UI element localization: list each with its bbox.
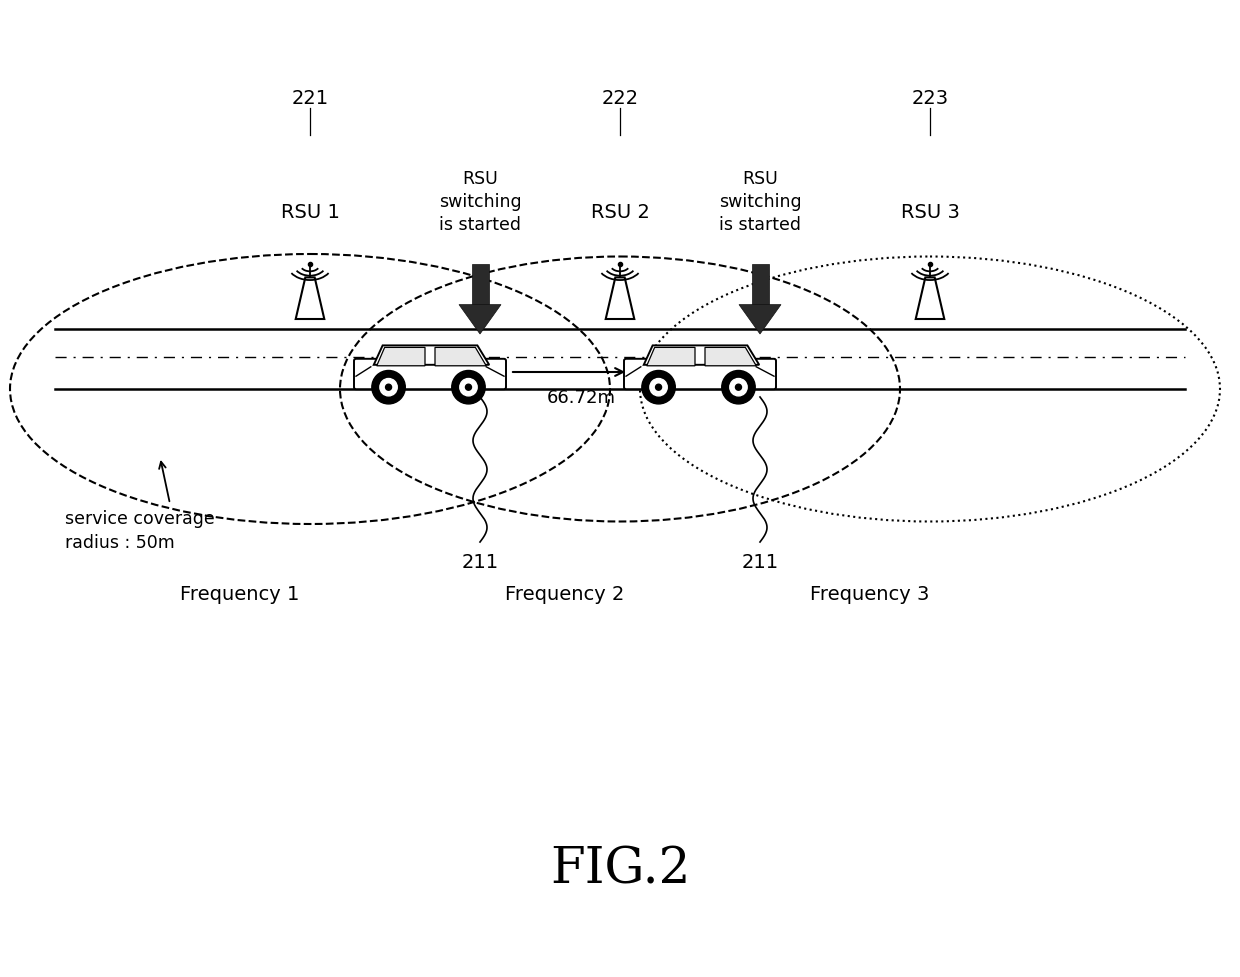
Text: service coverage
radius : 50m: service coverage radius : 50m [64,509,215,551]
Circle shape [722,371,755,404]
Text: 221: 221 [291,89,329,107]
Polygon shape [739,305,781,335]
Text: 223: 223 [911,89,949,107]
Polygon shape [373,346,490,365]
Polygon shape [459,305,501,335]
Text: RSU 3: RSU 3 [900,203,960,222]
Polygon shape [644,346,759,365]
Text: FIG.2: FIG.2 [549,844,691,894]
Circle shape [465,385,471,391]
Text: 211: 211 [742,552,779,572]
Polygon shape [377,348,425,366]
Text: RSU
switching
is started: RSU switching is started [439,170,521,234]
Circle shape [730,379,748,397]
Text: 66.72m: 66.72m [547,389,615,406]
Text: RSU 2: RSU 2 [590,203,650,222]
Polygon shape [295,278,325,319]
Polygon shape [915,278,945,319]
Polygon shape [471,265,489,305]
Circle shape [735,385,742,391]
Polygon shape [605,278,635,319]
Polygon shape [435,348,486,366]
Polygon shape [647,348,694,366]
Circle shape [379,379,397,397]
Circle shape [650,379,667,397]
Text: Frequency 3: Frequency 3 [810,584,930,604]
Circle shape [642,371,676,404]
Circle shape [656,385,662,391]
Text: RSU
switching
is started: RSU switching is started [719,170,801,234]
Polygon shape [751,265,769,305]
Text: Frequency 2: Frequency 2 [506,584,625,604]
FancyBboxPatch shape [624,360,776,390]
Circle shape [460,379,477,397]
FancyBboxPatch shape [353,360,506,390]
Text: Frequency 1: Frequency 1 [180,584,300,604]
Text: 222: 222 [601,89,639,107]
Circle shape [386,385,392,391]
Text: RSU 1: RSU 1 [280,203,340,222]
Circle shape [372,371,405,404]
Circle shape [451,371,485,404]
Polygon shape [706,348,756,366]
Text: 211: 211 [461,552,498,572]
